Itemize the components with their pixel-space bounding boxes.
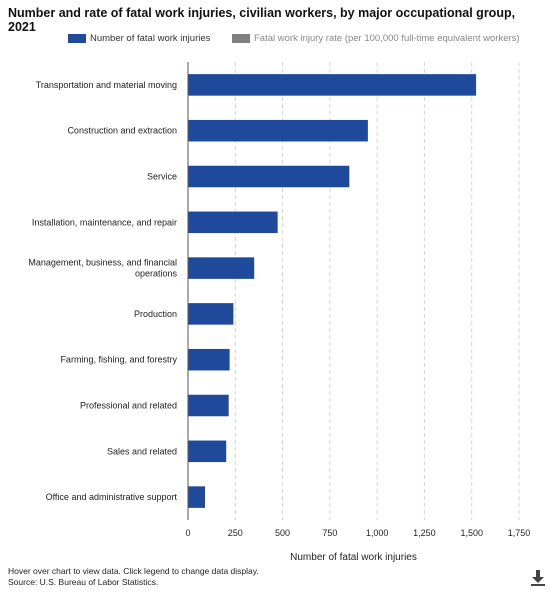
bar[interactable] (188, 440, 227, 463)
chart-title: Number and rate of fatal work injuries, … (8, 6, 516, 34)
x-tick-label: 250 (228, 528, 243, 538)
bar[interactable] (188, 348, 230, 371)
x-tick-label: 1,250 (413, 528, 436, 538)
bar[interactable] (188, 211, 278, 234)
legend-label-fatal-injuries: Number of fatal work injuries (90, 33, 211, 44)
x-tick-label: 1,500 (460, 528, 483, 538)
category-label: Construction and extraction (67, 126, 177, 136)
legend-item-fatal-injuries[interactable]: Number of fatal work injuries (68, 33, 210, 44)
bar[interactable] (188, 165, 350, 188)
footer-note: Hover over chart to view data. Click leg… (8, 566, 259, 576)
category-label: Sales and related (107, 446, 177, 456)
legend-item-injury-rate[interactable]: Fatal work injury rate (per 100,000 full… (232, 33, 520, 44)
footer-source: Source: U.S. Bureau of Labor Statistics. (8, 577, 159, 587)
x-tick-label: 750 (322, 528, 337, 538)
chart-footer: Hover over chart to view data. Click leg… (8, 566, 259, 588)
bar[interactable] (188, 74, 477, 96)
category-label: Production (134, 309, 177, 319)
category-label: Management, business, and financial (28, 258, 177, 268)
category-label: Farming, fishing, and forestry (60, 355, 177, 365)
x-tick-label: 0 (185, 528, 190, 538)
x-tick-label: 500 (275, 528, 290, 538)
download-icon[interactable] (528, 568, 548, 588)
bar[interactable] (188, 257, 255, 279)
bar[interactable] (188, 394, 229, 417)
chart-legend: Number of fatal work injuries Fatal work… (0, 33, 550, 47)
category-label: Service (147, 172, 177, 182)
category-label: Office and administrative support (46, 492, 178, 502)
bar[interactable] (188, 119, 368, 142)
legend-swatch-fatal-injuries (68, 34, 86, 43)
x-tick-label: 1,000 (366, 528, 389, 538)
category-label: Transportation and material moving (36, 80, 177, 90)
bar[interactable] (188, 486, 206, 508)
category-label: Installation, maintenance, and repair (32, 217, 177, 227)
bar-chart[interactable]: Transportation and material moving Constr… (0, 52, 550, 562)
x-axis-title: Number of fatal work injuries (290, 552, 417, 562)
legend-label-injury-rate: Fatal work injury rate (per 100,000 full… (254, 33, 520, 44)
category-label: operations (135, 269, 178, 279)
category-label: Professional and related (80, 401, 177, 411)
legend-swatch-injury-rate (232, 34, 250, 43)
x-tick-label: 1,750 (508, 528, 531, 538)
bar[interactable] (188, 303, 234, 325)
